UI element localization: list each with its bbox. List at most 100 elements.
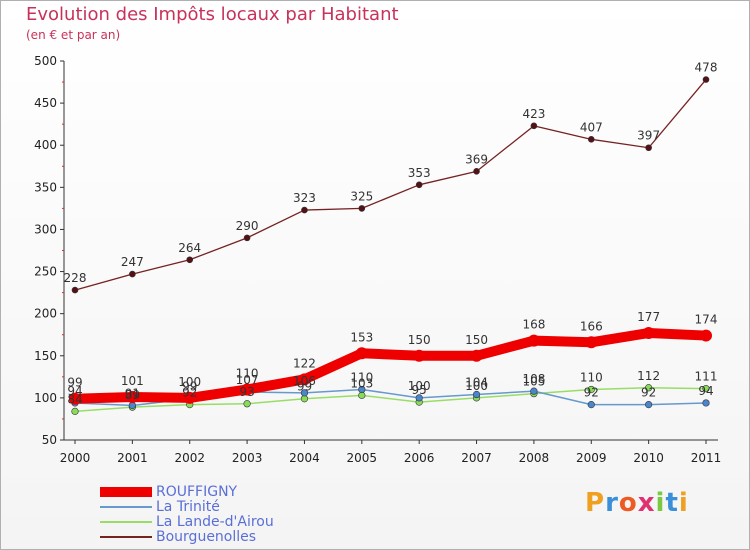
- legend-label: La Trinité: [156, 499, 220, 515]
- data-label: 94: [698, 384, 713, 398]
- legend-swatch: [100, 521, 152, 523]
- data-label: 110: [236, 366, 259, 380]
- logo-letter: i: [655, 488, 666, 518]
- logo-letter: t: [665, 488, 679, 518]
- data-point: [126, 391, 139, 404]
- data-point: [415, 394, 423, 402]
- legend-item-bourguenolles: Bourguenolles: [100, 529, 256, 545]
- data-point: [69, 392, 81, 405]
- data-label: 107: [236, 373, 259, 387]
- data-point: [645, 401, 653, 409]
- data-label: 111: [695, 370, 718, 384]
- data-label: 92: [182, 386, 197, 400]
- data-label: 93: [239, 385, 254, 399]
- x-tick-label: 2009: [576, 451, 607, 465]
- data-label: 106: [293, 374, 316, 388]
- data-point: [243, 234, 251, 242]
- data-point: [587, 136, 595, 143]
- data-point: [358, 385, 366, 394]
- data-label: 177: [637, 310, 660, 324]
- data-label: 423: [522, 107, 545, 121]
- legend-item-la-lande-dairou: La Lande-d'Airou: [100, 514, 274, 530]
- proxiti-logo: Proxiti: [585, 488, 689, 518]
- data-label: 478: [695, 61, 718, 75]
- data-label: 92: [584, 386, 599, 400]
- data-label: 247: [121, 255, 144, 269]
- data-label: 264: [178, 241, 201, 255]
- data-point: [413, 349, 426, 362]
- x-tick-label: 2006: [404, 451, 435, 465]
- data-point: [473, 168, 480, 175]
- series-line: [74, 387, 707, 413]
- data-point: [702, 76, 710, 83]
- data-label: 100: [408, 379, 431, 393]
- data-label: 104: [465, 376, 488, 390]
- x-tick-label: 2007: [461, 451, 492, 465]
- data-point: [243, 400, 251, 408]
- data-point: [472, 390, 481, 399]
- series-line: [70, 328, 711, 404]
- legend-swatch: [100, 536, 152, 538]
- x-tick-label: 2001: [117, 451, 148, 465]
- data-point: [645, 384, 653, 392]
- x-tick-label: 2000: [60, 451, 91, 465]
- data-point: [186, 256, 194, 264]
- data-label: 95: [412, 383, 427, 397]
- data-point: [300, 389, 309, 397]
- legend-label: Bourguenolles: [156, 529, 257, 545]
- data-label: 290: [236, 219, 259, 233]
- data-point: [702, 385, 710, 393]
- data-point: [585, 336, 598, 349]
- y-tick-label: 350: [34, 180, 57, 194]
- x-tick-label: 2002: [174, 451, 205, 465]
- data-point: [71, 286, 79, 294]
- data-point: [587, 385, 595, 394]
- data-point: [301, 206, 308, 214]
- data-label: 99: [297, 380, 312, 394]
- data-point: [241, 383, 254, 396]
- data-label: 228: [64, 271, 87, 285]
- data-label: 110: [580, 370, 603, 384]
- x-tick-label: 2010: [633, 451, 664, 465]
- legend-label: ROUFFIGNY: [156, 484, 238, 500]
- data-label: 353: [408, 166, 431, 180]
- data-point: [645, 144, 652, 152]
- data-point: [415, 181, 423, 189]
- logo-letter: o: [618, 488, 638, 518]
- legend-swatch: [100, 506, 152, 508]
- logo-letter: i: [678, 488, 689, 518]
- data-point: [642, 327, 655, 340]
- legend-label: La Lande-d'Airou: [156, 514, 274, 530]
- chart-title: Evolution des Impôts locaux par Habitant: [26, 4, 399, 25]
- data-label: 108: [522, 372, 545, 386]
- logo-letter: r: [605, 488, 619, 518]
- data-point: [298, 373, 311, 386]
- data-label: 174: [695, 313, 718, 327]
- y-tick-label: 50: [42, 433, 57, 447]
- y-tick-label: 250: [34, 265, 57, 279]
- x-tick-label: 2008: [519, 451, 550, 465]
- x-tick-label: 2005: [347, 451, 378, 465]
- data-point: [530, 122, 538, 130]
- data-label: 122: [293, 356, 316, 370]
- series-line: [74, 78, 707, 291]
- data-point: [530, 387, 538, 395]
- x-tick-label: 2004: [289, 451, 320, 465]
- data-point: [71, 407, 79, 415]
- data-label: 101: [121, 374, 144, 388]
- data-point: [702, 399, 710, 407]
- data-label: 397: [637, 129, 660, 143]
- data-label: 92: [641, 386, 656, 400]
- data-point: [128, 401, 136, 410]
- data-label: 407: [580, 120, 603, 134]
- data-label: 325: [350, 189, 373, 203]
- y-tick-label: 200: [34, 307, 57, 321]
- data-label: 110: [350, 370, 373, 384]
- legend-item-rouffigny: ROUFFIGNY: [100, 484, 237, 500]
- data-label: 100: [465, 379, 488, 393]
- y-tick-label: 500: [34, 54, 57, 68]
- y-tick-label: 300: [34, 222, 57, 236]
- x-tick-label: 2011: [691, 451, 722, 465]
